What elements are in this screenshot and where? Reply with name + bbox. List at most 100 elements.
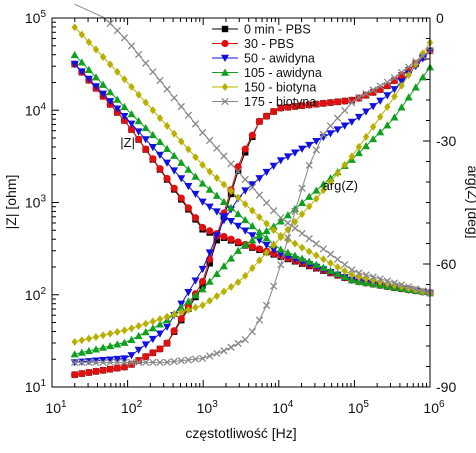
data-point-mag <box>347 275 356 284</box>
y-tick-base: 10 <box>25 287 41 303</box>
data-point-mag <box>191 214 200 222</box>
data-point-mag <box>91 83 100 91</box>
data-point-mag <box>276 245 285 253</box>
data-point-phase <box>106 365 114 373</box>
data-point-mag <box>107 60 114 69</box>
data-point-phase <box>262 301 271 310</box>
data-point-phase <box>419 52 427 60</box>
data-point-mag <box>212 191 221 199</box>
data-point-mag <box>156 165 164 173</box>
data-point-phase <box>99 343 108 351</box>
data-point-mag <box>84 65 93 73</box>
data-point-mag <box>291 239 299 248</box>
data-point-phase <box>241 240 250 249</box>
data-point-phase <box>248 131 256 139</box>
data-point-phase <box>163 358 171 366</box>
data-point-phase <box>319 130 328 139</box>
y2-tick-label: -60 <box>436 256 456 272</box>
data-point-mag <box>249 206 256 215</box>
data-point-mag <box>163 85 171 93</box>
y-tick-base: 10 <box>25 195 41 211</box>
data-point-mag <box>242 200 249 209</box>
data-point-mag <box>220 232 228 241</box>
data-point-mag <box>120 102 129 111</box>
data-point-phase <box>113 364 121 372</box>
data-point-mag <box>341 266 348 275</box>
data-point-phase <box>362 91 370 99</box>
data-point-phase <box>355 93 363 102</box>
annotation-magnitude: |Z| <box>120 135 135 150</box>
data-point-phase <box>269 162 278 170</box>
data-point-phase <box>334 98 342 106</box>
data-point-phase <box>149 317 157 326</box>
data-point-phase <box>191 277 200 285</box>
data-point-phase <box>269 282 278 290</box>
data-point-mag <box>412 285 420 293</box>
y-tick-label: 102 <box>25 286 47 303</box>
data-point-phase <box>390 86 399 94</box>
data-point-phase <box>334 169 341 178</box>
data-point-mag <box>170 184 178 192</box>
data-point-phase <box>319 180 328 188</box>
data-point-phase <box>383 92 392 100</box>
data-point-phase <box>163 339 171 347</box>
data-point-phase <box>354 113 363 122</box>
data-point-mag <box>312 240 320 248</box>
data-point-mag <box>205 203 214 211</box>
data-point-mag <box>128 82 135 91</box>
data-point-phase <box>276 157 285 165</box>
data-point-phase <box>148 335 157 344</box>
data-point-mag <box>219 213 228 221</box>
data-point-mag <box>234 238 242 246</box>
data-point-mag <box>383 277 392 285</box>
data-point-phase <box>405 63 413 71</box>
data-point-phase <box>384 102 391 111</box>
data-point-phase <box>298 184 306 192</box>
legend-marker <box>221 83 229 91</box>
data-point-mag <box>212 208 221 216</box>
data-point-phase <box>362 90 370 98</box>
data-point-mag <box>298 243 306 252</box>
data-point-mag <box>319 263 328 271</box>
data-point-phase <box>212 232 221 240</box>
data-point-phase <box>333 126 342 134</box>
data-point-phase <box>155 320 164 328</box>
data-point-mag <box>241 227 250 235</box>
data-point-mag <box>163 144 172 152</box>
data-point-phase <box>206 260 213 267</box>
data-point-mag <box>227 187 235 196</box>
data-point-phase <box>163 312 171 321</box>
data-point-phase <box>185 305 192 314</box>
data-point-phase <box>142 319 149 328</box>
data-point-mag <box>113 105 122 113</box>
data-point-phase <box>390 74 399 82</box>
data-point-mag <box>155 137 164 146</box>
y-tick-base: 10 <box>25 102 41 118</box>
data-point-mag <box>92 45 100 54</box>
data-point-mag <box>199 160 206 169</box>
data-point-phase <box>320 186 327 195</box>
x-tick-base: 10 <box>45 400 61 416</box>
data-point-mag <box>141 136 150 144</box>
data-point-mag <box>170 94 178 102</box>
data-point-mag <box>298 254 307 262</box>
data-point-phase <box>290 204 299 213</box>
data-point-mag <box>341 260 349 269</box>
data-point-phase <box>327 177 334 186</box>
data-point-mag <box>248 183 256 191</box>
x-tick-label: 106 <box>423 399 445 416</box>
data-point-mag <box>70 60 79 69</box>
data-point-mag <box>141 123 150 132</box>
data-point-mag <box>198 179 207 187</box>
data-point-mag <box>327 259 334 268</box>
data-point-mag <box>334 263 341 272</box>
data-point-mag <box>320 255 327 264</box>
data-point-phase <box>369 103 378 111</box>
data-point-phase <box>114 327 121 336</box>
data-point-mag <box>184 204 192 212</box>
data-point-phase <box>369 122 377 131</box>
data-point-mag <box>148 130 157 139</box>
data-point-mag <box>348 270 356 279</box>
